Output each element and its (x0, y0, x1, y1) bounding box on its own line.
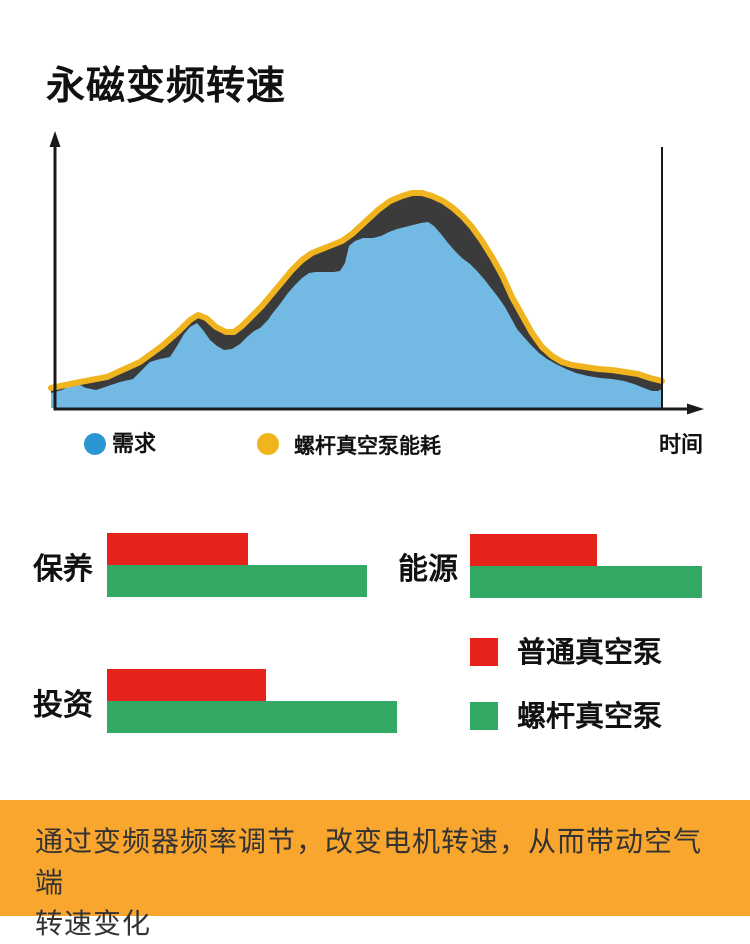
banner-text-line1: 通过变频器频率调节，改变电机转速，从而带动空气端 (35, 825, 703, 899)
ordinary-pump-legend-label: 普通真空泵 (517, 635, 663, 669)
demand-legend-dot-icon (84, 433, 106, 455)
screw-pump-legend-label: 螺杆真空泵 (517, 699, 663, 733)
ordinary-pump-swatch-icon (470, 638, 498, 666)
demand-legend-label: 需求 (112, 432, 157, 457)
x-axis-label: 时间 (659, 433, 704, 458)
pump-energy-legend-dot-icon (257, 433, 279, 455)
screw-pump-bar (107, 701, 397, 733)
description-banner: 通过变频器频率调节，改变电机转速，从而带动空气端 转速变化 (0, 800, 750, 940)
pump-energy-line (48, 190, 665, 391)
ordinary-pump-bar (107, 533, 248, 565)
banner-text-line2: 转速变化 (35, 907, 152, 940)
demand-energy-area-chart (48, 131, 704, 415)
infographic-page: { "page": { "title": "永磁变频转速" }, "colors… (0, 64, 750, 940)
ordinary-pump-bar (470, 534, 597, 566)
bar-group-label: 能源 (398, 552, 458, 587)
screw-pump-bar (107, 565, 367, 597)
bar-pair (470, 534, 702, 598)
x-axis-arrow-icon (687, 403, 704, 415)
bar-group-label: 保养 (33, 552, 93, 587)
ordinary-pump-bar (107, 669, 266, 701)
demand-area (51, 222, 662, 408)
y-axis-arrow-icon (49, 131, 61, 147)
bar-pair (107, 669, 397, 733)
screw-pump-bar (470, 566, 702, 598)
pump-energy-legend-label: 螺杆真空泵能耗 (294, 434, 441, 458)
screw-pump-swatch-icon (470, 702, 498, 730)
bar-pair (107, 533, 367, 597)
page-title: 永磁变频转速 (46, 64, 287, 109)
bar-group-label: 投资 (33, 688, 93, 723)
